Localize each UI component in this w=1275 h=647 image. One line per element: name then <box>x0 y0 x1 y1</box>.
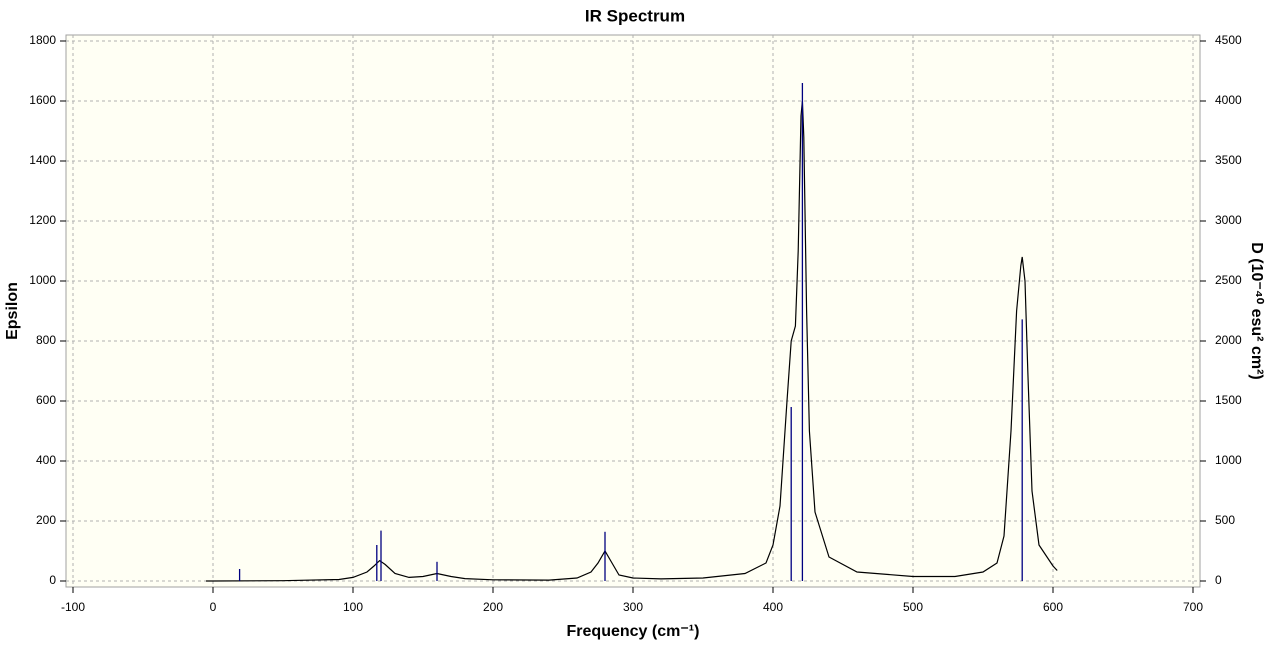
x-tick-label: 600 <box>1043 600 1063 614</box>
y2-tick-label: 2000 <box>1215 333 1242 347</box>
y-tick-label: 800 <box>36 333 56 347</box>
y-tick-label: 600 <box>36 393 56 407</box>
x-axis-label: Frequency (cm⁻¹) <box>567 623 700 640</box>
y2-tick-label: 3000 <box>1215 213 1242 227</box>
y2-axis-label: D (10⁻⁴⁰ esu² cm²) <box>1248 242 1265 379</box>
x-tick-label: 200 <box>483 600 503 614</box>
y-tick-label: 400 <box>36 453 56 467</box>
x-tick-label: 400 <box>763 600 783 614</box>
x-tick-label: 500 <box>903 600 923 614</box>
y-tick-label: 1200 <box>29 213 56 227</box>
y2-tick-label: 1500 <box>1215 393 1242 407</box>
y2-tick-label: 4000 <box>1215 93 1242 107</box>
y-tick-label: 0 <box>49 573 56 587</box>
chart-title: IR Spectrum <box>585 6 685 25</box>
y-tick-label: 200 <box>36 513 56 527</box>
spectrum-line <box>206 100 1058 582</box>
y-axis-label: Epsilon <box>4 282 21 340</box>
x-tick-label: 100 <box>343 600 363 614</box>
y-tick-label: 1600 <box>29 93 56 107</box>
y2-tick-label: 0 <box>1215 573 1222 587</box>
y2-tick-label: 4500 <box>1215 33 1242 47</box>
y-tick-label: 1400 <box>29 153 56 167</box>
x-tick-label: -100 <box>61 600 85 614</box>
y2-tick-label: 500 <box>1215 513 1235 527</box>
x-tick-label: 0 <box>210 600 217 614</box>
y2-tick-label: 1000 <box>1215 453 1242 467</box>
y-tick-label: 1800 <box>29 33 56 47</box>
y2-tick-label: 3500 <box>1215 153 1242 167</box>
y-tick-label: 1000 <box>29 273 56 287</box>
y2-tick-label: 2500 <box>1215 273 1242 287</box>
x-tick-label: 700 <box>1183 600 1203 614</box>
x-tick-label: 300 <box>623 600 643 614</box>
